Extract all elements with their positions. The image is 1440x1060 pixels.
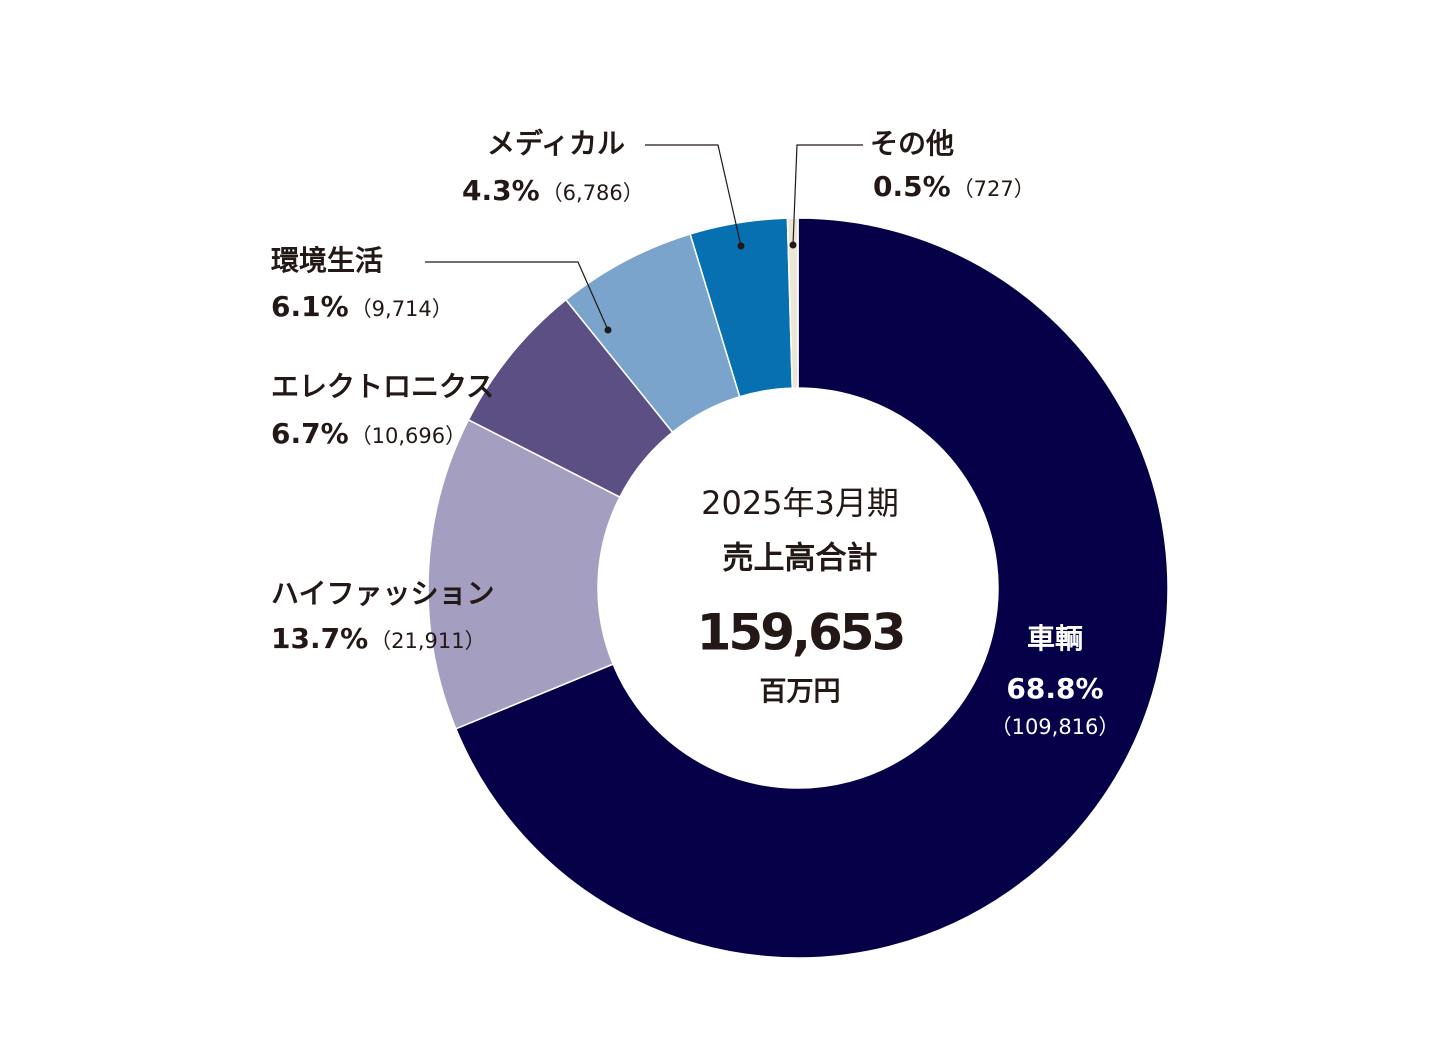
category-label: 車輌: [1027, 622, 1083, 655]
category-label: ハイファッション: [271, 577, 494, 610]
share-label: 6.7%: [271, 417, 349, 450]
share-label: 4.3%: [462, 174, 540, 207]
leader-line: [425, 261, 609, 331]
leader-dot: [604, 326, 612, 334]
category-label: エレクトロニクス: [271, 370, 494, 403]
center-period: 2025年3月期: [701, 484, 899, 522]
category-label: メディカル: [487, 127, 625, 160]
value-label: （6,786）: [542, 181, 644, 205]
center-total: 159,653: [697, 604, 904, 662]
value-label: （727）: [953, 177, 1035, 201]
leader-dots: [604, 241, 797, 334]
share-label: 13.7%: [271, 622, 368, 655]
donut-slice: [786, 217, 799, 389]
donut-slice: [454, 217, 1169, 959]
leader-dot: [737, 242, 745, 250]
center-unit: 百万円: [760, 677, 841, 708]
share-label: 68.8%: [1006, 672, 1103, 705]
leader-line: [792, 144, 863, 246]
share-label: 0.5%: [873, 170, 951, 203]
category-label: その他: [870, 127, 954, 160]
leader-line: [645, 144, 742, 247]
value-label: （9,714）: [351, 297, 453, 321]
value-label: （10,696）: [351, 424, 466, 448]
leader-dot: [789, 241, 797, 249]
center-title: 売上高合計: [723, 541, 878, 577]
category-label: 環境生活: [271, 244, 383, 277]
donut-slice: [427, 418, 621, 730]
value-label: （21,911）: [370, 629, 485, 653]
leader-lines: [425, 144, 863, 331]
value-label: （109,816）: [991, 715, 1120, 739]
share-label: 6.1%: [271, 290, 349, 323]
